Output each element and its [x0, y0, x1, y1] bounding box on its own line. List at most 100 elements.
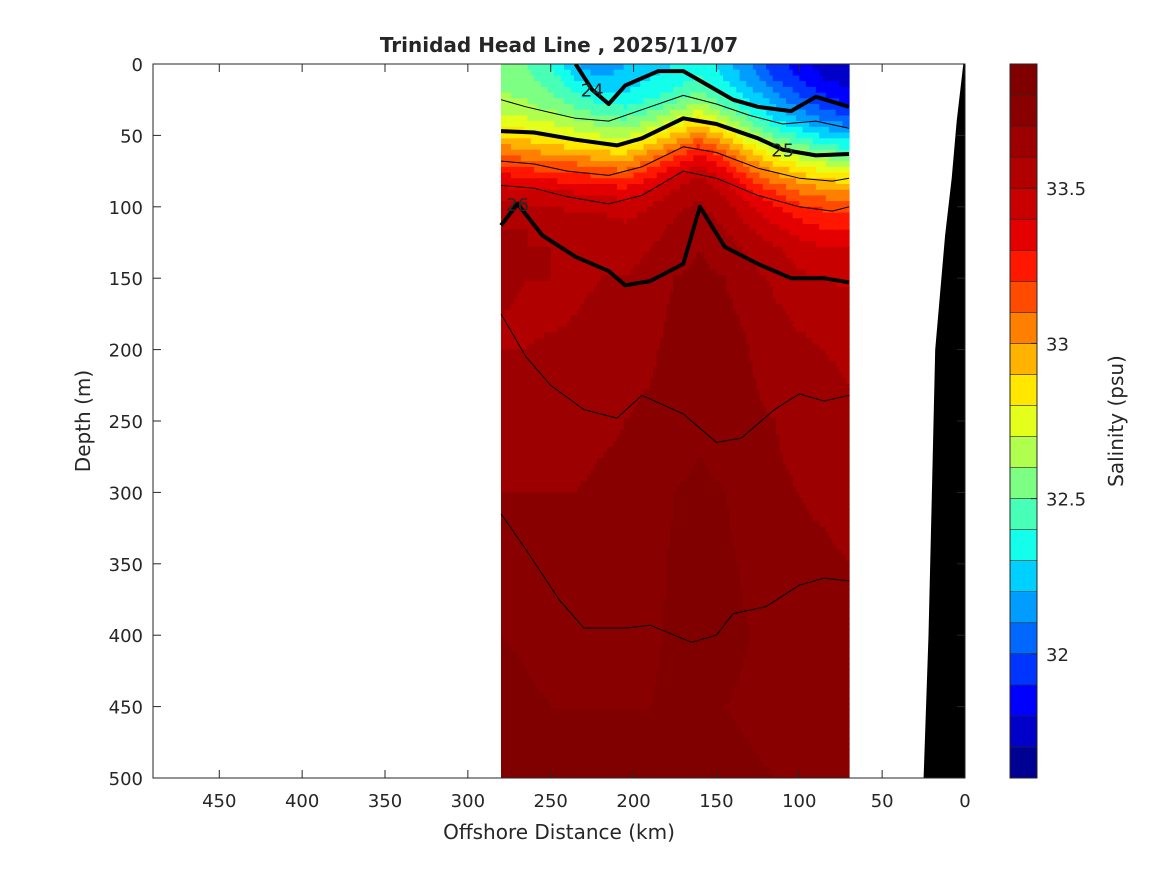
salinity-cell [557, 258, 562, 265]
salinity-cell [617, 366, 621, 374]
salinity-cell [610, 680, 615, 688]
salinity-cell [554, 383, 558, 391]
salinity-cell [534, 440, 539, 448]
salinity-cell [610, 726, 615, 733]
salinity-cell [524, 435, 529, 442]
salinity-cell [544, 640, 548, 648]
salinity-cell [504, 749, 509, 756]
salinity-cell [630, 378, 635, 385]
salinity-cell [570, 326, 575, 334]
salinity-cell [583, 223, 588, 231]
salinity-cell [560, 292, 565, 299]
salinity-cell [544, 606, 548, 613]
salinity-cell [550, 743, 555, 751]
salinity-cell [610, 132, 615, 139]
salinity-cell [617, 178, 621, 185]
salinity-cell [540, 303, 545, 311]
salinity-cell [610, 81, 615, 88]
salinity-cell [504, 64, 509, 71]
salinity-cell [563, 566, 568, 573]
salinity-cell [610, 652, 615, 659]
salinity-cell [603, 760, 608, 768]
salinity-cell [573, 526, 578, 533]
salinity-cell [587, 520, 592, 528]
salinity-cell [626, 538, 631, 545]
salinity-cell [583, 315, 588, 322]
salinity-cell [567, 86, 572, 94]
salinity-cell [510, 195, 515, 202]
salinity-cell [527, 423, 532, 431]
salinity-cell [530, 686, 535, 693]
salinity-cell [600, 338, 605, 345]
salinity-cell [617, 772, 621, 778]
salinity-cell [570, 292, 575, 299]
salinity-cell [520, 98, 525, 105]
salinity-cell [550, 81, 555, 88]
salinity-cell [623, 680, 628, 688]
salinity-cell [514, 492, 519, 499]
salinity-cell [520, 235, 525, 242]
salinity-cell [527, 498, 532, 505]
salinity-cell [537, 69, 542, 77]
salinity-cell [540, 121, 545, 128]
salinity-cell [600, 458, 605, 465]
salinity-cell [524, 275, 529, 282]
salinity-cell [600, 269, 605, 276]
salinity-cell [560, 395, 565, 402]
salinity-cell [607, 195, 611, 202]
salinity-cell [527, 309, 532, 316]
salinity-cell [580, 560, 585, 568]
salinity-cell [520, 161, 525, 168]
salinity-cell [573, 263, 578, 271]
salinity-cell [560, 269, 565, 276]
salinity-cell [597, 595, 602, 602]
salinity-cell [520, 172, 525, 179]
salinity-cell [626, 309, 631, 316]
salinity-cell [557, 281, 562, 288]
salinity-cell [600, 389, 605, 396]
salinity-cell [567, 143, 572, 151]
salinity-cell [550, 732, 555, 739]
salinity-cell [527, 635, 532, 642]
salinity-cell [563, 321, 568, 328]
salinity-cell [613, 486, 618, 493]
salinity-cell [504, 263, 509, 271]
salinity-cell [623, 212, 628, 219]
salinity-cell [550, 406, 555, 414]
salinity-cell [603, 206, 608, 214]
salinity-cell [607, 338, 611, 345]
salinity-cell [557, 275, 562, 282]
salinity-cell [610, 572, 615, 579]
salinity-cell [544, 212, 548, 219]
salinity-cell [517, 578, 522, 585]
salinity-cell [573, 692, 578, 699]
salinity-cell [504, 406, 509, 414]
salinity-cell [557, 429, 562, 436]
salinity-cell [583, 572, 588, 579]
salinity-cell [626, 680, 631, 688]
salinity-cell [540, 109, 545, 117]
salinity-cell [510, 538, 515, 545]
salinity-cell [567, 492, 572, 499]
salinity-cell [593, 526, 598, 533]
salinity-cell [527, 372, 532, 379]
salinity-cell [603, 663, 608, 671]
salinity-cell [617, 703, 621, 711]
salinity-cell [626, 532, 631, 539]
salinity-cell [593, 726, 598, 733]
salinity-cell [577, 349, 582, 356]
salinity-cell [544, 64, 548, 71]
salinity-cell [547, 606, 552, 613]
salinity-cell [520, 195, 525, 202]
salinity-cell [593, 355, 598, 362]
salinity-cell [510, 766, 515, 773]
salinity-cell [567, 635, 572, 642]
salinity-cell [510, 115, 515, 122]
salinity-cell [501, 75, 505, 82]
salinity-cell [610, 309, 615, 316]
salinity-cell [510, 275, 515, 282]
salinity-cell [610, 229, 615, 236]
salinity-cell [510, 680, 515, 688]
salinity-cell [524, 206, 529, 214]
salinity-cell [563, 241, 568, 248]
